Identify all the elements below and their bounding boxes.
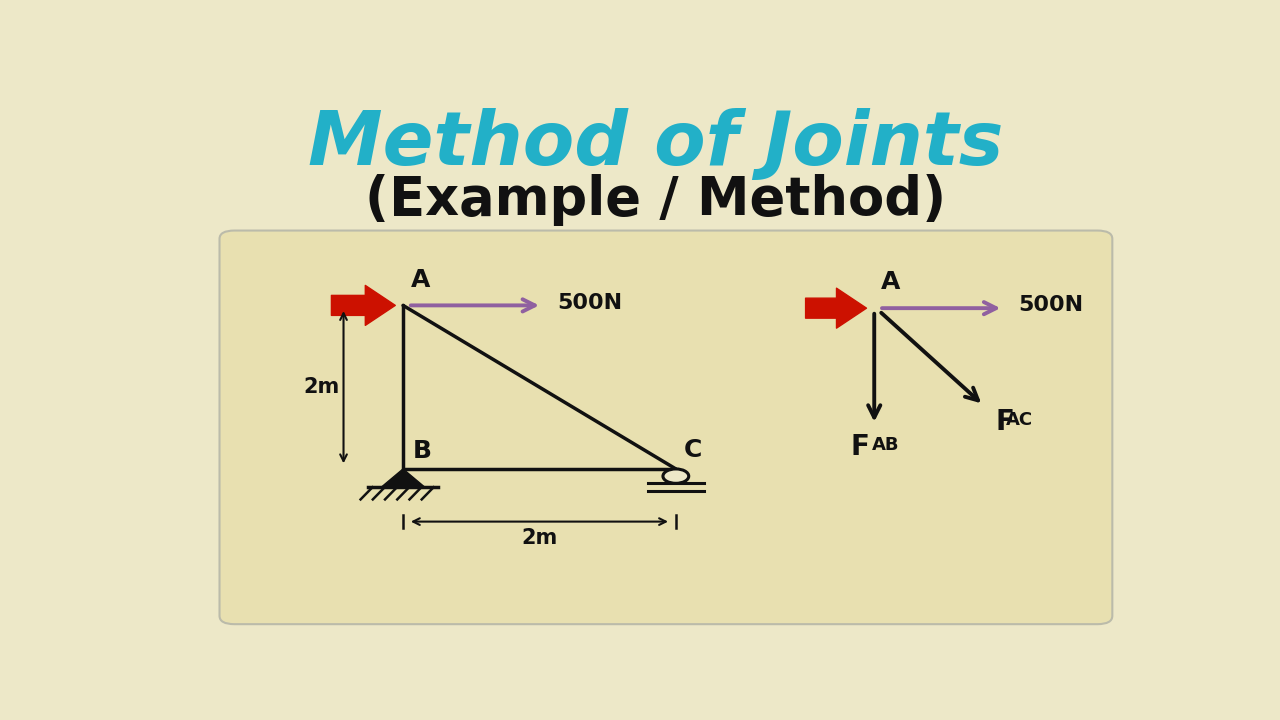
Text: C: C [684,438,703,462]
Text: AB: AB [872,436,900,454]
Circle shape [663,469,689,483]
Text: 500N: 500N [1018,295,1083,315]
Text: F: F [996,408,1014,436]
Text: 500N: 500N [557,292,622,312]
Text: 2m: 2m [303,377,339,397]
Text: A: A [881,270,901,294]
Text: A: A [411,268,430,292]
Text: (Example / Method): (Example / Method) [365,174,947,226]
Text: B: B [413,439,431,464]
FancyBboxPatch shape [220,230,1112,624]
Text: AC: AC [1006,410,1033,428]
Text: Method of Joints: Method of Joints [308,108,1004,181]
Polygon shape [381,469,425,487]
Text: F: F [850,433,869,461]
Text: 2m: 2m [521,528,558,548]
